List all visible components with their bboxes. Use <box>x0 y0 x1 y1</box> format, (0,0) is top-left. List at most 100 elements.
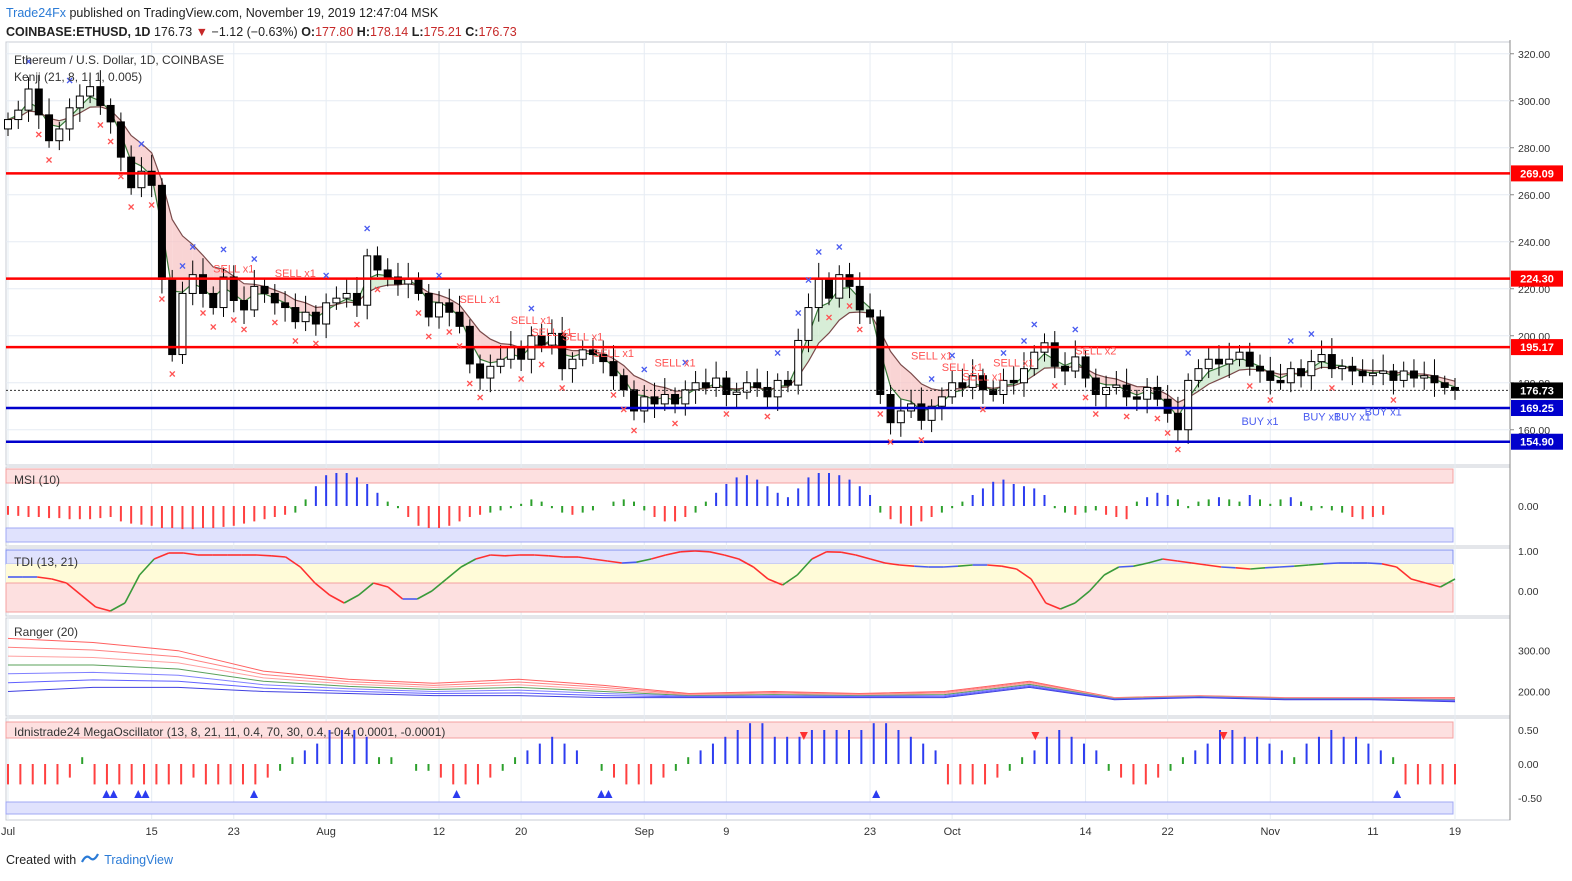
ranger-pane[interactable] <box>5 617 1511 717</box>
candle-body[interactable] <box>1019 368 1028 384</box>
candle-body[interactable] <box>599 354 608 363</box>
candle-body[interactable] <box>404 278 413 285</box>
main-pane[interactable] <box>5 41 1511 466</box>
candle-body[interactable] <box>476 363 485 379</box>
candle-body[interactable] <box>660 394 669 405</box>
candle-body[interactable] <box>363 255 372 306</box>
candle-body[interactable] <box>547 332 556 346</box>
candle-body[interactable] <box>291 307 300 323</box>
candle-body[interactable] <box>1286 368 1295 384</box>
candle-body[interactable] <box>568 358 577 370</box>
publisher-name[interactable]: Trade24Fx <box>6 6 66 20</box>
candle-body[interactable] <box>34 88 43 116</box>
candle-body[interactable] <box>1399 370 1408 381</box>
candle-body[interactable] <box>1338 365 1347 370</box>
candle-body[interactable] <box>209 292 218 309</box>
candle-body[interactable] <box>824 278 833 299</box>
candle-body[interactable] <box>814 278 823 309</box>
candle-body[interactable] <box>937 396 946 407</box>
candle-body[interactable] <box>229 276 238 301</box>
candle-body[interactable] <box>1358 370 1367 377</box>
candle-body[interactable] <box>219 276 228 309</box>
candle-body[interactable] <box>1030 351 1039 370</box>
candle-body[interactable] <box>24 88 33 111</box>
candle-body[interactable] <box>1389 370 1398 381</box>
candle-body[interactable] <box>383 269 392 278</box>
candle-body[interactable] <box>311 311 320 325</box>
candle-body[interactable] <box>486 365 495 379</box>
candle-body[interactable] <box>445 302 454 313</box>
candle-body[interactable] <box>989 389 998 395</box>
candle-body[interactable] <box>342 292 351 299</box>
candle-body[interactable] <box>958 382 967 388</box>
candle-body[interactable] <box>240 300 249 311</box>
candle-body[interactable] <box>866 309 875 318</box>
candle-body[interactable] <box>373 255 382 271</box>
candle-body[interactable] <box>1153 386 1162 400</box>
candle-body[interactable] <box>496 358 505 367</box>
candle-body[interactable] <box>876 316 885 396</box>
candle-body[interactable] <box>804 307 813 341</box>
candle-body[interactable] <box>147 170 156 186</box>
candle-body[interactable] <box>845 274 854 287</box>
candle-body[interactable] <box>1071 356 1080 372</box>
candle-body[interactable] <box>1225 358 1234 365</box>
candle-body[interactable] <box>763 386 772 398</box>
candle-body[interactable] <box>1307 361 1316 377</box>
chart-canvas[interactable]: Jul 15 23 Aug 12 20 Sep 9 23 Oct 14 22 Nov 11 19 320.00… <box>0 40 1572 852</box>
candle-body[interactable] <box>137 170 146 189</box>
candle-body[interactable] <box>178 292 187 356</box>
candle-body[interactable] <box>96 86 105 106</box>
candle-body[interactable] <box>619 375 628 391</box>
candle-body[interactable] <box>1204 358 1213 370</box>
candle-body[interactable] <box>75 95 84 109</box>
candle-body[interactable] <box>537 335 546 346</box>
candle-body[interactable] <box>630 389 639 412</box>
candle-body[interactable] <box>1276 379 1285 384</box>
candle-body[interactable] <box>1091 377 1100 395</box>
candle-body[interactable] <box>1143 386 1152 400</box>
candle-body[interactable] <box>250 285 259 311</box>
candle-body[interactable] <box>168 278 177 356</box>
candle-body[interactable] <box>558 332 567 370</box>
candle-body[interactable] <box>835 274 844 299</box>
candle-body[interactable] <box>4 119 12 130</box>
candle-body[interactable] <box>794 339 803 386</box>
candle-body[interactable] <box>1163 398 1172 414</box>
candle-body[interactable] <box>753 382 762 388</box>
candle-body[interactable] <box>424 292 433 318</box>
candle-body[interactable] <box>1266 370 1275 381</box>
candle-body[interactable] <box>1420 375 1429 379</box>
candle-body[interactable] <box>650 396 659 405</box>
candle-body[interactable] <box>1348 365 1357 372</box>
candle-body[interactable] <box>701 382 710 388</box>
candle-body[interactable] <box>506 347 515 360</box>
candle-body[interactable] <box>917 403 926 421</box>
candle-body[interactable] <box>1379 370 1388 374</box>
candle-body[interactable] <box>1368 372 1377 377</box>
candle-body[interactable] <box>927 405 936 421</box>
candle-body[interactable] <box>722 377 731 395</box>
candle-body[interactable] <box>1214 358 1223 365</box>
tradingview-brand[interactable]: TradingView <box>104 852 173 867</box>
candle-body[interactable] <box>578 349 587 360</box>
candle-body[interactable] <box>742 382 751 393</box>
candle-body[interactable] <box>1050 342 1059 367</box>
candle-body[interactable] <box>588 349 597 356</box>
candle-body[interactable] <box>1009 379 1018 384</box>
candle-body[interactable] <box>712 377 721 388</box>
candle-body[interactable] <box>198 274 207 294</box>
candle-body[interactable] <box>1112 384 1121 388</box>
candle-body[interactable] <box>455 311 464 327</box>
candle-body[interactable] <box>671 394 680 405</box>
candle-body[interactable] <box>65 107 74 130</box>
candle-body[interactable] <box>1081 356 1090 379</box>
candle-body[interactable] <box>948 382 957 398</box>
candle-body[interactable] <box>86 86 95 97</box>
candle-body[interactable] <box>1235 351 1244 360</box>
candle-body[interactable] <box>1297 368 1306 377</box>
candle-body[interactable] <box>465 325 474 365</box>
candle-body[interactable] <box>322 302 331 325</box>
candle-body[interactable] <box>435 302 444 318</box>
candle-body[interactable] <box>640 396 649 412</box>
